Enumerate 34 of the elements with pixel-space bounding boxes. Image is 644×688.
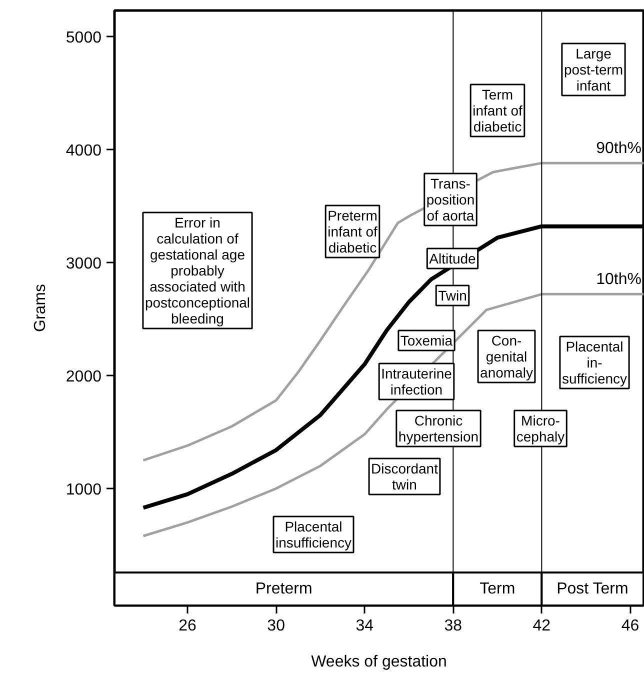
y-tick-label: 2000 [66,368,102,386]
x-tick-label: 38 [444,618,462,634]
y-tick-label: 5000 [66,29,102,46]
x-tick-label: 26 [178,618,197,634]
line-series [142,162,644,462]
annotation: Chronic hypertension [398,412,479,444]
y-axis-title: Grams [32,284,49,332]
x-tick-label: 46 [621,618,640,634]
annotation: Intrauterine infection [381,366,452,398]
annotation: Twin [438,288,467,304]
annotation: Trans- position of aorta [426,176,475,224]
band-label: Post Term [556,580,628,598]
y-tick-label: 1000 [66,482,102,499]
annotation: Toxemia [400,332,453,348]
y-tick-label: 3000 [66,256,102,273]
x-tick-label: 34 [356,618,374,634]
band-label: Preterm [255,580,312,598]
annotation: Altitude [429,250,476,266]
annotation: Error in calculation of gestational age probably associated with postconceptional bleeding [144,214,250,326]
annotation: Con- genital anomaly [480,332,533,380]
band-label: Term [480,580,516,598]
x-tick-label: 42 [532,618,551,634]
x-axis-title: Weeks of gestation [311,654,447,670]
annotation: Preterm infant of diabetic [328,208,378,256]
y-tick-label: 4000 [66,142,102,160]
annotation: Term infant of diabetic [472,86,523,134]
annotation: Discordant twin [371,460,438,492]
annotation: Placental in- sufficiency [562,338,628,386]
series-label: 10th% [596,271,642,288]
annotation: Large post-term infant [564,46,624,94]
annotation: Micro- cephaly [516,412,565,444]
annotation: Placental insufficiency [276,518,352,550]
x-tick-label: 30 [267,618,286,634]
series-label: 90th% [596,140,642,158]
